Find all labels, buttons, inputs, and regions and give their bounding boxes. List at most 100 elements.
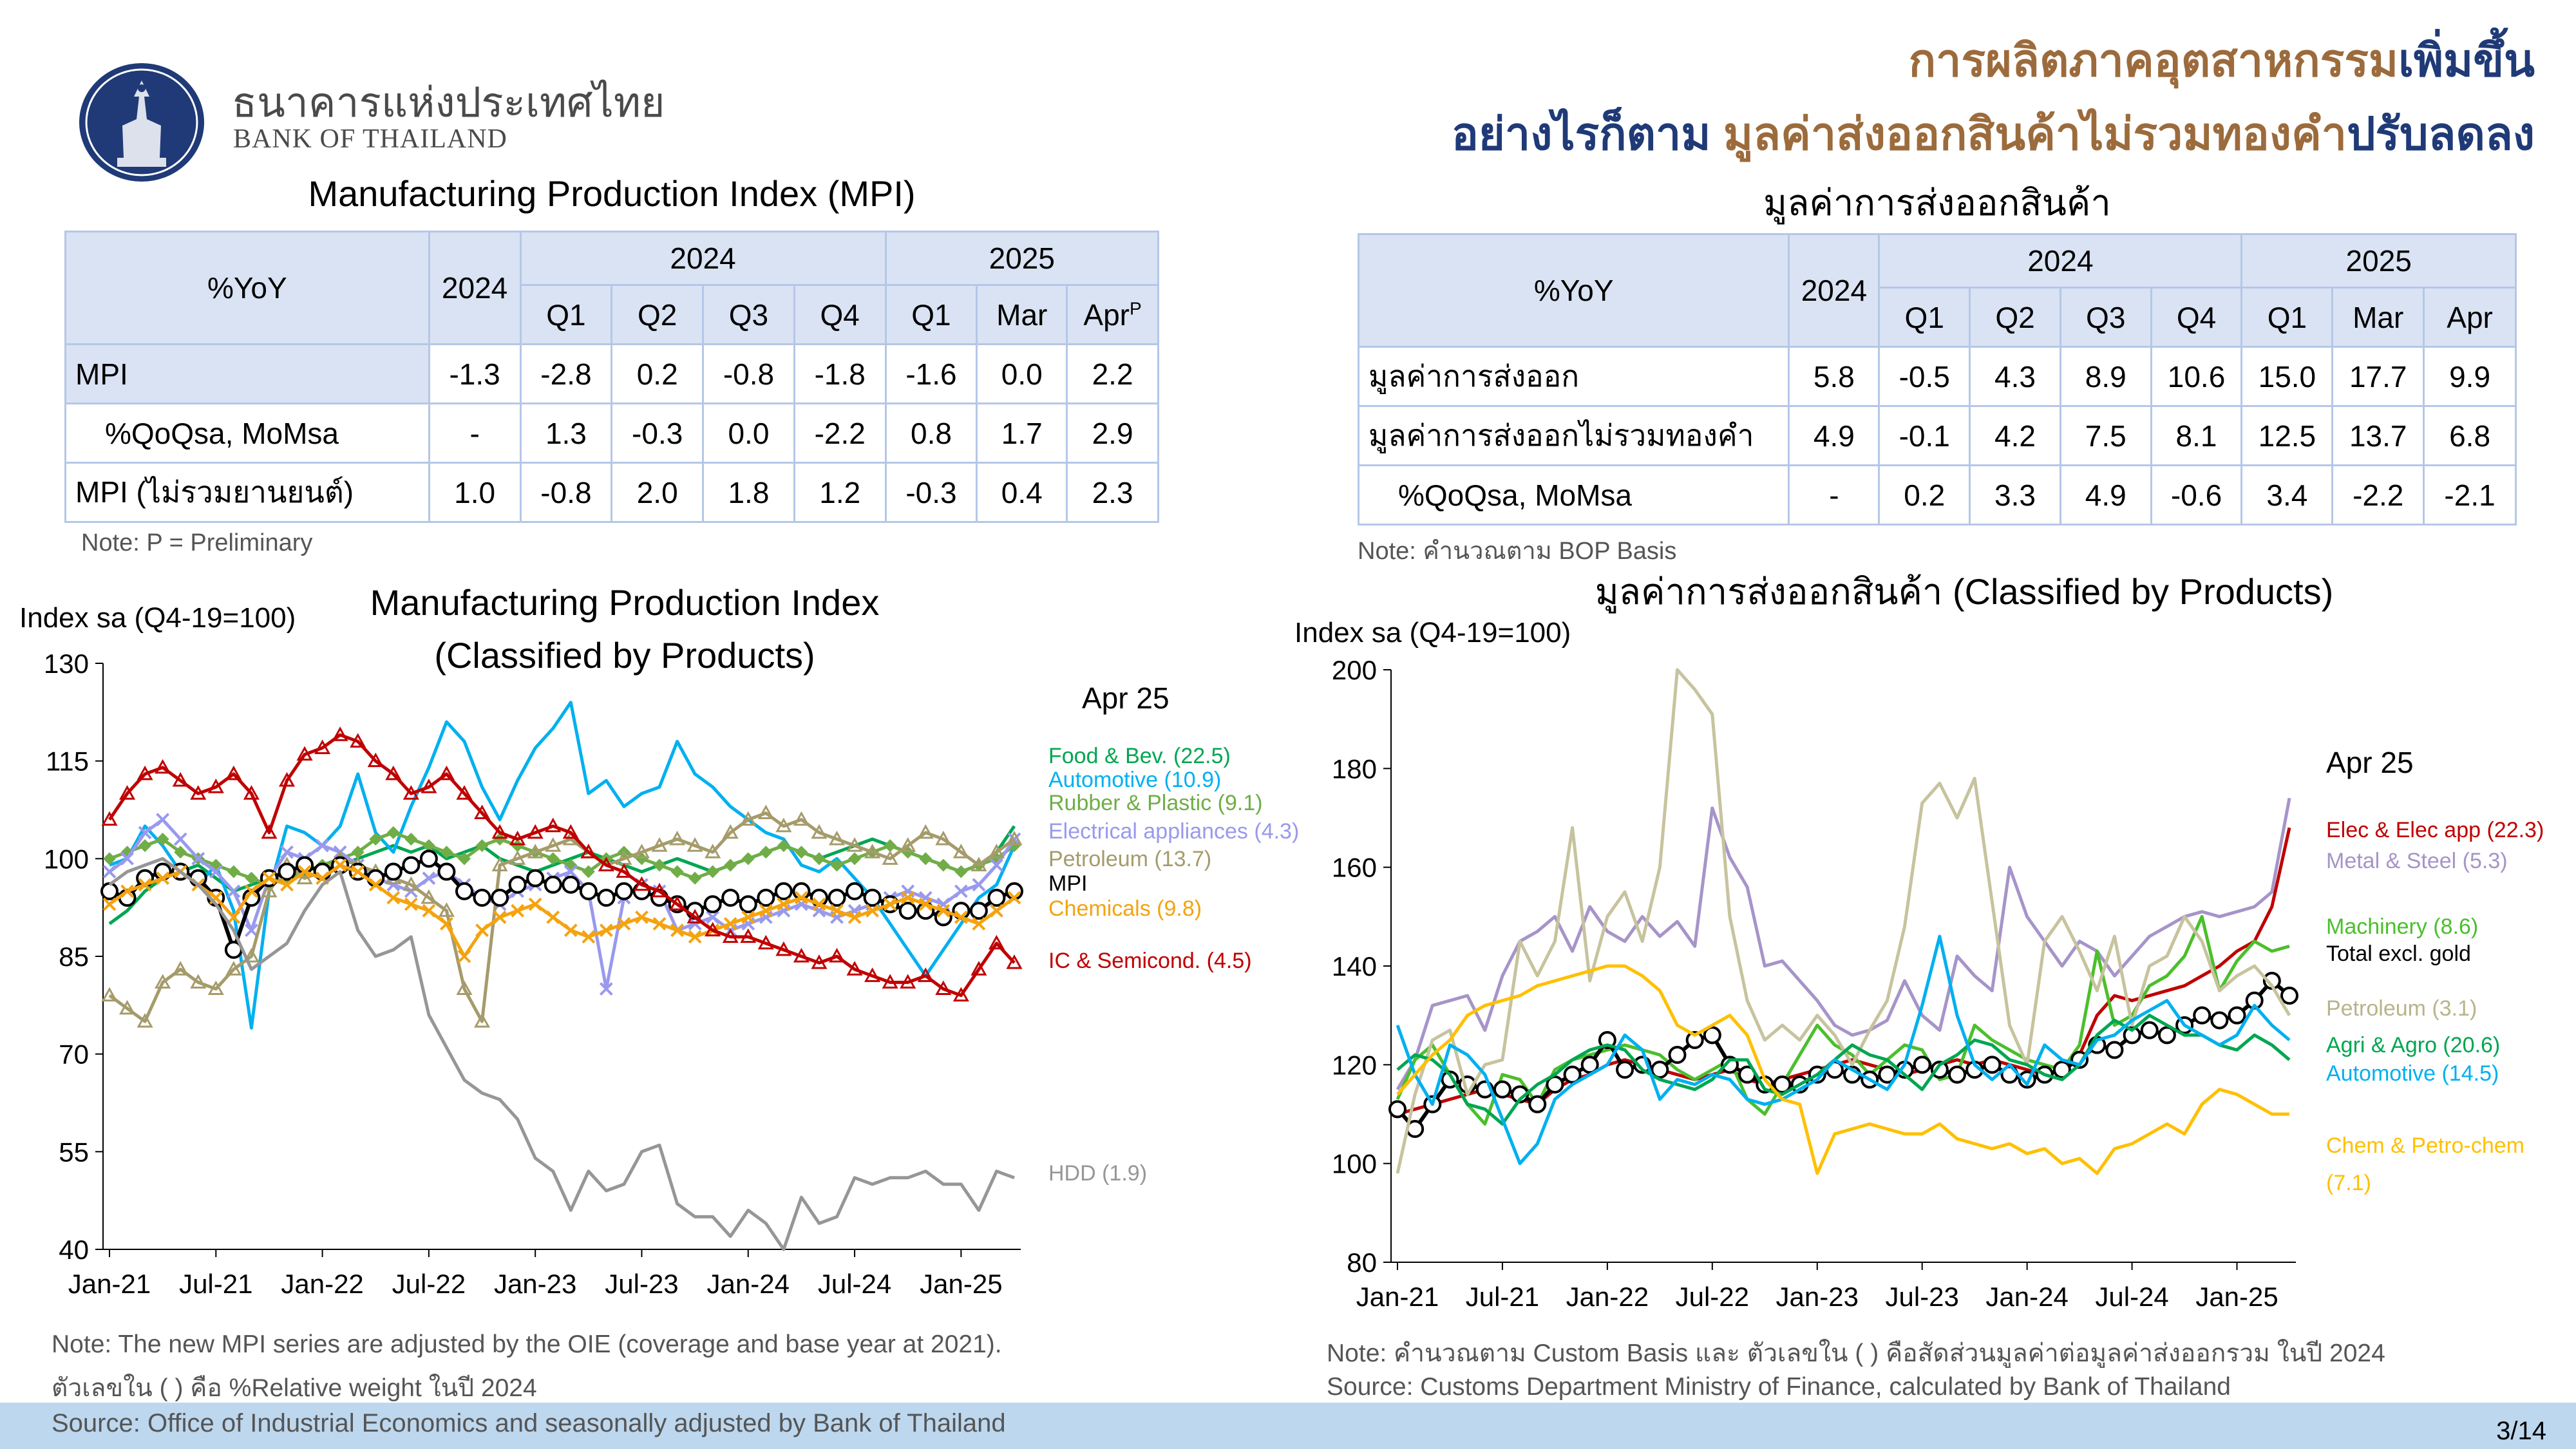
legend-label: Petroleum (3.1) — [2326, 996, 2477, 1021]
data-point — [936, 904, 951, 918]
data-point — [1878, 1065, 1897, 1084]
data-point — [724, 858, 737, 872]
data-point — [740, 811, 757, 826]
data-point — [582, 865, 595, 878]
cell: -0.3 — [884, 462, 978, 523]
data-point — [705, 844, 721, 858]
data-point — [368, 878, 383, 892]
y-tick-label: 200 — [1332, 655, 1377, 685]
data-point — [652, 917, 667, 931]
cell: 17.7 — [2331, 346, 2425, 407]
data-point — [848, 910, 862, 924]
data-point — [473, 889, 491, 907]
data-point — [2123, 1026, 2141, 1045]
x-tick-label: Jan-21 — [1356, 1282, 1439, 1312]
data-point — [207, 779, 224, 793]
data-point — [759, 846, 773, 859]
cell: 3.4 — [2240, 464, 2334, 526]
data-point — [971, 857, 987, 871]
data-point — [1703, 1026, 1721, 1045]
data-point — [864, 844, 881, 858]
data-point — [1006, 830, 1023, 846]
data-point — [687, 837, 703, 852]
data-point — [670, 865, 684, 878]
data-point — [101, 811, 118, 826]
data-point — [635, 910, 649, 924]
headline-2b: มูลค่าส่งออกสินค้าไม่รวมทองคำ — [1723, 109, 2347, 159]
data-point — [316, 838, 330, 853]
cell: 10.6 — [2150, 346, 2243, 407]
data-point — [404, 833, 418, 846]
data-point — [456, 785, 473, 800]
mpi-table-title: Manufacturing Production Index (MPI) — [308, 173, 916, 214]
data-point — [2210, 1011, 2229, 1030]
cell: 2.9 — [1066, 402, 1159, 464]
export-row-ex-gold: มูลค่าการส่งออกไม่รวมทองคำ 4.9 -0.1 4.2 … — [1357, 405, 2517, 466]
data-point — [988, 934, 1005, 950]
cell: 9.9 — [2423, 346, 2517, 407]
data-point — [599, 982, 613, 996]
cell: -0.8 — [519, 462, 613, 523]
legend-label: MPI — [1048, 871, 1087, 896]
mpi-row-mpi: MPI -1.3 -2.8 0.2 -0.8 -1.8 -1.6 0.0 2.2 — [64, 343, 1159, 404]
data-point — [597, 889, 616, 907]
data-point — [952, 844, 969, 858]
data-point — [386, 891, 401, 905]
data-point — [633, 844, 650, 858]
data-point — [491, 889, 509, 907]
data-point — [156, 833, 169, 846]
data-point — [917, 967, 934, 982]
data-point — [421, 779, 437, 793]
data-point — [777, 839, 790, 853]
data-point — [580, 844, 597, 858]
cell: 2.3 — [1066, 462, 1159, 523]
data-point — [209, 865, 223, 878]
data-point — [402, 785, 419, 800]
row-label: %QoQsa, MoMsa — [1357, 464, 1790, 526]
source-text: Source: Office of Industrial Economics a… — [52, 1409, 1006, 1437]
data-point — [935, 980, 952, 996]
data-point — [777, 897, 791, 911]
mpi-col-apr-sup: P — [1130, 298, 1142, 319]
data-point — [527, 844, 544, 858]
series-line — [108, 733, 1016, 998]
export-col-q2-24: Q2 — [1969, 287, 2061, 348]
y-tick-label: 80 — [1347, 1247, 1377, 1278]
data-point — [1493, 1080, 1511, 1099]
data-point — [721, 889, 740, 907]
data-point — [456, 980, 473, 996]
data-point — [261, 882, 278, 898]
data-point — [350, 733, 366, 748]
export-col-q4-24: Q4 — [2150, 287, 2243, 348]
legend-label: Elec & Elec app (22.3) — [2326, 818, 2544, 842]
cell: - — [428, 402, 522, 464]
data-point — [2280, 987, 2298, 1005]
data-point — [616, 863, 632, 878]
data-point — [190, 974, 207, 989]
export-product-chart: 80 100 120 140 160 180 200 Jan-21 Jul-21 Jan-22 Ju… — [1332, 655, 2544, 1312]
cell: 5.8 — [1788, 346, 1880, 407]
data-point — [528, 897, 542, 911]
x-tick-label: Jan-24 — [1985, 1282, 2068, 1312]
cell: 0.2 — [1878, 464, 1971, 526]
data-point — [687, 909, 703, 923]
left-chart-note-1: Note: The new MPI series are adjusted by… — [52, 1331, 1002, 1358]
data-point — [351, 865, 365, 878]
data-point — [155, 759, 171, 774]
data-point — [457, 949, 471, 963]
data-point — [244, 884, 258, 898]
x-tick-label: Jan-24 — [707, 1269, 790, 1299]
data-point — [2193, 1006, 2211, 1025]
data-point — [137, 765, 153, 781]
data-point — [617, 917, 631, 931]
y-tick-label: 70 — [59, 1039, 89, 1070]
series-line — [108, 857, 1015, 1251]
data-point — [883, 897, 897, 911]
legend-label-cont: (7.1) — [2326, 1171, 2371, 1195]
mpi-col-apr-label: Apr — [1083, 298, 1130, 332]
data-point — [1007, 891, 1021, 905]
data-point — [351, 846, 365, 859]
data-point — [137, 1013, 153, 1028]
left-chart-title: Manufacturing Production Index (Classifie… — [303, 576, 947, 682]
export-col-q1-25: Q1 — [2240, 287, 2334, 348]
